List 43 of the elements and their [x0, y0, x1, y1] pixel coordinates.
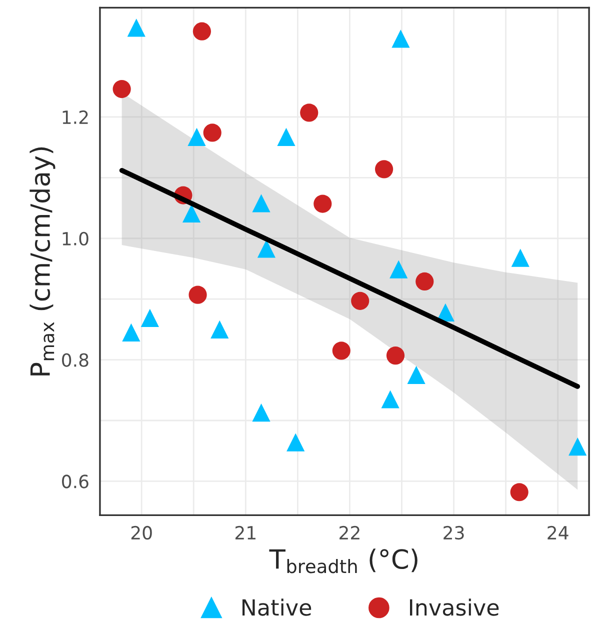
point: [210, 320, 229, 338]
point: [390, 260, 408, 278]
point: [182, 204, 201, 223]
point: [140, 308, 159, 327]
point: [407, 366, 426, 384]
point: [381, 390, 400, 408]
legend-label: Native: [242, 598, 312, 616]
y-axis-title: P$_{max}$ (cm/cm/day): [30, 147, 56, 376]
x-axis-title: T$_{breadth}$ (°C): [269, 548, 418, 574]
point: [252, 194, 270, 212]
point: [300, 104, 318, 122]
line-series: [119, 168, 580, 389]
point: [188, 128, 206, 146]
point: [203, 124, 222, 142]
y-tick-label: 0.8: [62, 353, 88, 367]
legend-label: Invasive: [410, 598, 499, 616]
y-tick-label: 0.6: [62, 474, 88, 488]
point: [188, 286, 207, 304]
point: [122, 323, 140, 342]
x-tick-label: 24: [548, 526, 568, 540]
point: [127, 18, 146, 37]
x-tick-label: 21: [235, 526, 256, 540]
point: [511, 248, 530, 267]
point: [416, 272, 434, 291]
point: [192, 22, 211, 40]
point: [386, 346, 405, 365]
y-tick-label: 1.2: [62, 110, 88, 124]
point: [510, 483, 528, 502]
y-tick-label: 1.0: [62, 232, 88, 246]
x-tick-label: 22: [340, 526, 360, 540]
point: [374, 160, 394, 178]
point: [351, 292, 370, 310]
point: [112, 80, 131, 98]
point: [286, 433, 305, 452]
point: [252, 404, 270, 422]
point: [314, 194, 332, 213]
point: [257, 240, 276, 258]
point: [392, 30, 410, 48]
point: [332, 342, 350, 360]
x-tick-label: 20: [131, 526, 152, 540]
x-tick-label: 23: [444, 526, 464, 540]
point: [568, 438, 587, 456]
point: [277, 128, 296, 146]
